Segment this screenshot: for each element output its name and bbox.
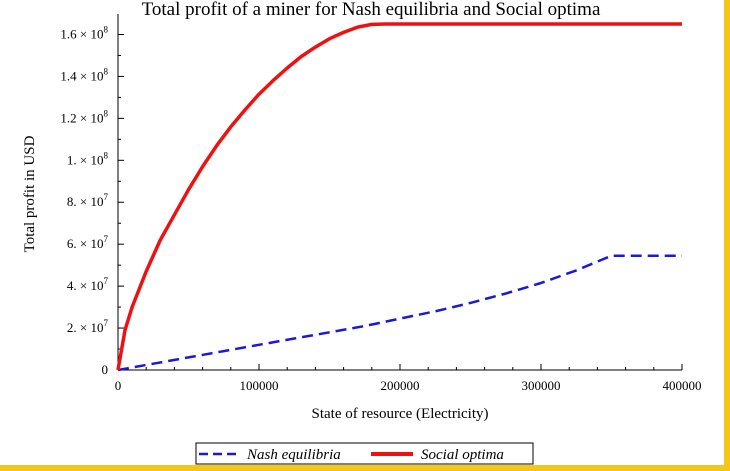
y-tick-exponent: 7 [104,318,109,328]
y-tick-exponent: 7 [104,192,109,202]
legend-box [195,442,534,465]
x-ticks: 0 100000 200000 300000 400000 [115,364,702,393]
x-tick-label: 200000 [381,378,420,393]
chart-title: Total profit of a miner for Nash equilib… [142,0,601,20]
y-tick-exponent: 8 [104,108,109,118]
y-tick-mantissa: 4. × 10 [67,278,104,293]
y-tick-mantissa: 0 [102,362,109,377]
y-tick-exponent: 8 [104,24,109,34]
y-tick-exponent: 8 [104,150,109,160]
legend-label-nash: Nash equilibria [246,447,341,463]
y-tick-label: 6. × 107 [67,234,109,251]
y-tick-mantissa: 1.6 × 10 [60,26,103,41]
y-tick-label: 8. × 107 [67,192,109,209]
y-axis-label: Total profit in USD [22,135,38,252]
x-tick-label: 400000 [663,378,702,393]
x-axis-label: State of resource (Electricity) [312,406,489,422]
y-tick-mantissa: 8. × 10 [67,194,104,209]
series-lines [116,22,682,372]
y-tick-label: 1. × 108 [67,150,109,167]
y-tick-label: 2. × 107 [67,318,109,335]
y-tick-mantissa: 2. × 10 [67,320,104,335]
x-tick-label: 0 [115,378,122,393]
y-tick-exponent: 8 [104,66,109,76]
y-tick-mantissa: 1.4 × 10 [60,68,103,83]
y-tick-label: 1.6 × 108 [60,24,108,41]
axes [117,14,682,371]
y-tick-label: 0 [102,362,109,377]
x-tick-label: 300000 [522,378,561,393]
y-tick-mantissa: 1.2 × 10 [60,110,103,125]
chart-svg: Total profit of a miner for Nash equilib… [22,0,702,465]
legend-label-social: Social optima [421,447,504,463]
series-line-nash-equilibria [117,254,682,372]
series-line-social-optima [116,22,682,371]
y-tick-label: 1.2 × 108 [60,108,108,125]
y-tick-mantissa: 1. × 10 [67,152,104,167]
y-tick-mantissa: 6. × 10 [67,236,104,251]
y-tick-exponent: 7 [104,276,109,286]
y-tick-label: 4. × 107 [67,276,109,293]
y-tick-exponent: 7 [104,234,109,244]
x-tick-label: 100000 [240,378,279,393]
y-tick-label: 1.4 × 108 [60,66,108,83]
legend: Nash equilibria Social optima [195,442,534,465]
